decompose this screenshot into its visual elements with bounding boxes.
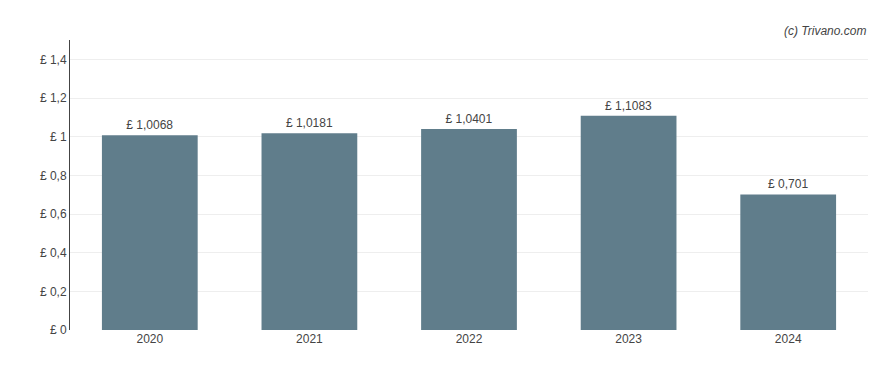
svg-text:2020: 2020 xyxy=(136,332,163,346)
svg-text:£ 1,0068: £ 1,0068 xyxy=(126,118,173,132)
svg-text:£ 0: £ 0 xyxy=(50,323,67,337)
svg-text:2023: 2023 xyxy=(615,332,642,346)
svg-text:£ 0,6: £ 0,6 xyxy=(40,207,67,221)
svg-text:£ 1,4: £ 1,4 xyxy=(40,53,67,67)
svg-text:£ 0,701: £ 0,701 xyxy=(768,177,808,191)
svg-text:2022: 2022 xyxy=(456,332,483,346)
svg-text:2024: 2024 xyxy=(775,332,802,346)
svg-text:£ 1,0181: £ 1,0181 xyxy=(286,116,333,130)
svg-text:£ 1,0401: £ 1,0401 xyxy=(445,112,492,126)
svg-text:£ 0,4: £ 0,4 xyxy=(40,246,67,260)
svg-text:£ 1,2: £ 1,2 xyxy=(40,91,67,105)
svg-text:£ 0,8: £ 0,8 xyxy=(40,169,67,183)
svg-text:£ 0,2: £ 0,2 xyxy=(40,285,67,299)
svg-text:£ 1: £ 1 xyxy=(50,130,67,144)
svg-text:£ 1,1083: £ 1,1083 xyxy=(605,99,652,113)
svg-text:2021: 2021 xyxy=(296,332,323,346)
svg-text:(c) Trivano.com: (c) Trivano.com xyxy=(784,24,866,38)
